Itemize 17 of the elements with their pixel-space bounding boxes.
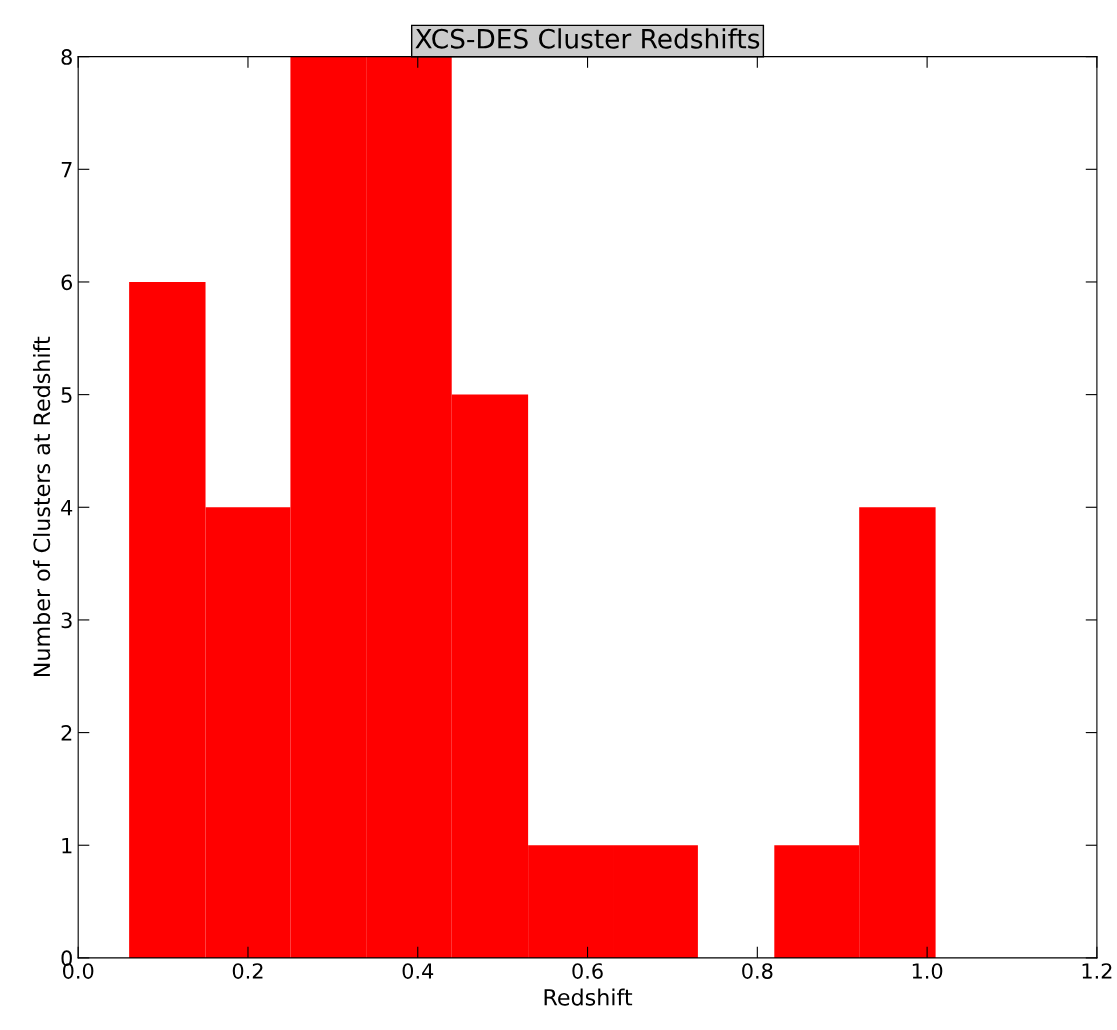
y-axis-title: Number of Clusters at Redshift xyxy=(33,336,51,677)
y-tick-label: 5 xyxy=(61,387,72,403)
y-tick-label: 2 xyxy=(61,725,72,741)
y-tick-label: 6 xyxy=(61,274,73,291)
x-tick-label: 1.2 xyxy=(1082,963,1112,979)
x-tick-label: 0.6 xyxy=(572,963,603,979)
x-tick-label: 0.4 xyxy=(402,963,434,979)
y-tick-label: 1 xyxy=(62,837,72,854)
y-tick-label: 3 xyxy=(61,612,72,629)
x-tick-label: 0.8 xyxy=(742,963,773,979)
x-tick-label: 0.2 xyxy=(232,963,263,979)
y-tick-label: 8 xyxy=(61,49,72,65)
x-axis-title: Redshift xyxy=(544,988,633,1006)
y-tick-label: 7 xyxy=(61,162,72,178)
x-tick-label: 1.0 xyxy=(912,963,943,979)
y-tick-label: 4 xyxy=(61,500,73,516)
chart-title: XCS-DES Cluster Redshifts xyxy=(415,28,760,49)
